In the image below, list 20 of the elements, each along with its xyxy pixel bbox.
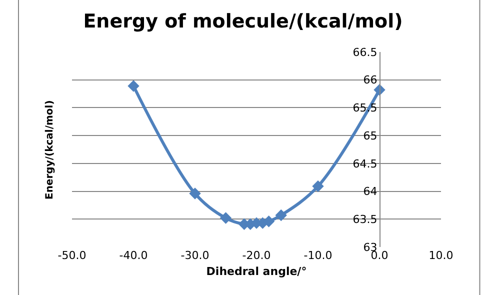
x-tick-label: -40.0 — [119, 249, 148, 262]
x-tick-label: -10.0 — [304, 249, 332, 262]
y-tick-label: 63.5 — [352, 212, 378, 226]
point — [312, 180, 324, 192]
y-tick-label: 65 — [363, 129, 378, 142]
point — [220, 212, 232, 224]
chart-title: Energy of molecule/(kcal/mol) — [83, 10, 403, 32]
point — [189, 188, 201, 200]
x-tick-label: -50.0 — [58, 249, 86, 262]
point — [128, 80, 140, 92]
x-tick-label: -30.0 — [180, 249, 210, 262]
y-tick-label: 64.5 — [352, 157, 378, 170]
y-tick-label: 66 — [363, 74, 378, 87]
point — [275, 209, 287, 222]
x-tick-label: -20.0 — [242, 249, 271, 262]
x-axis-title: Dihedral angle/° — [206, 265, 307, 278]
y-axis-title: Energy/(kcal/mol) — [44, 100, 56, 200]
x-tick-label: 10.0 — [428, 249, 454, 262]
y-tick-label: 66.5 — [352, 46, 378, 59]
y-tick-label: 64 — [363, 185, 378, 198]
